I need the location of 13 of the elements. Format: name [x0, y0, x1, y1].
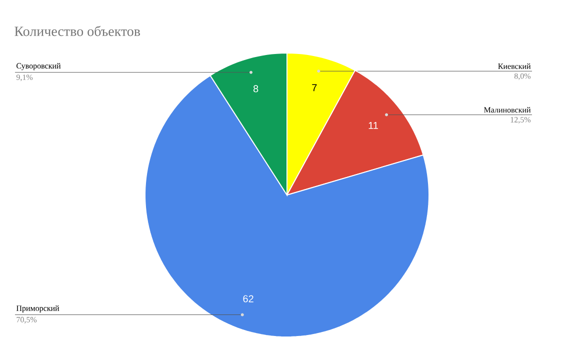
data-label: 7 — [312, 84, 317, 92]
data-label: 11 — [368, 122, 378, 129]
text: 8,0% — [514, 73, 531, 80]
slice-label: Суворовский — [16, 62, 61, 70]
text: 12,5% — [510, 117, 531, 124]
slice-label: Малиновский — [484, 107, 531, 113]
text: 70,5% — [16, 316, 37, 324]
text: 9,1% — [16, 74, 33, 82]
data-label: 8 — [253, 85, 258, 92]
slice-label: Киевский — [498, 63, 531, 69]
slice-label: Приморский — [16, 305, 60, 313]
chart-title: Количество объектов — [14, 26, 140, 36]
data-label: 62 — [243, 295, 254, 302]
